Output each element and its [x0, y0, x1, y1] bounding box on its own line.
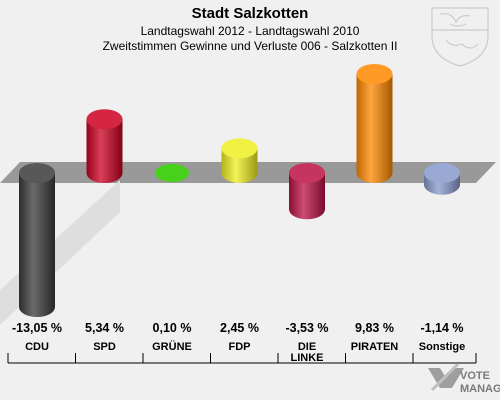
value-label: -3,53 %: [285, 321, 328, 335]
category-label: SPD: [93, 341, 116, 353]
bar-grüne: [155, 164, 189, 182]
bar-spd: [86, 109, 123, 184]
category-label: Sonstige: [419, 341, 465, 353]
value-label: 5,34 %: [85, 321, 124, 335]
nrw-coat-of-arms-icon: [431, 7, 489, 67]
bar-die-linke: [289, 163, 325, 220]
watermark-line2: MANAGER: [460, 383, 500, 395]
bar-piraten: [356, 64, 393, 184]
value-label: 9,83 %: [355, 321, 394, 335]
value-label: 2,45 %: [220, 321, 259, 335]
bar-cdu: [19, 163, 55, 317]
chart-subtitle-line1: Landtagswahl 2012 - Landtagswahl 2010: [141, 24, 360, 38]
bar-fdp: [221, 138, 258, 184]
bar-sonstige: [424, 163, 460, 195]
chart-title: Stadt Salzkotten: [192, 5, 309, 22]
value-label: 0,10 %: [153, 321, 192, 335]
category-label: DIE: [298, 341, 316, 353]
chart-subtitle-line2: Zweitstimmen Gewinne und Verluste 006 - …: [103, 39, 398, 53]
category-label: PIRATEN: [351, 341, 399, 353]
category-label: FDP: [229, 341, 251, 353]
value-label: -13,05 %: [12, 321, 62, 335]
vote-manager-logo-icon: [428, 362, 464, 392]
value-label: -1,14 %: [420, 321, 463, 335]
category-label: CDU: [25, 341, 49, 353]
category-label: GRÜNE: [152, 340, 192, 353]
category-label: LINKE: [291, 352, 324, 364]
watermark-line1: VOTE: [460, 370, 490, 382]
